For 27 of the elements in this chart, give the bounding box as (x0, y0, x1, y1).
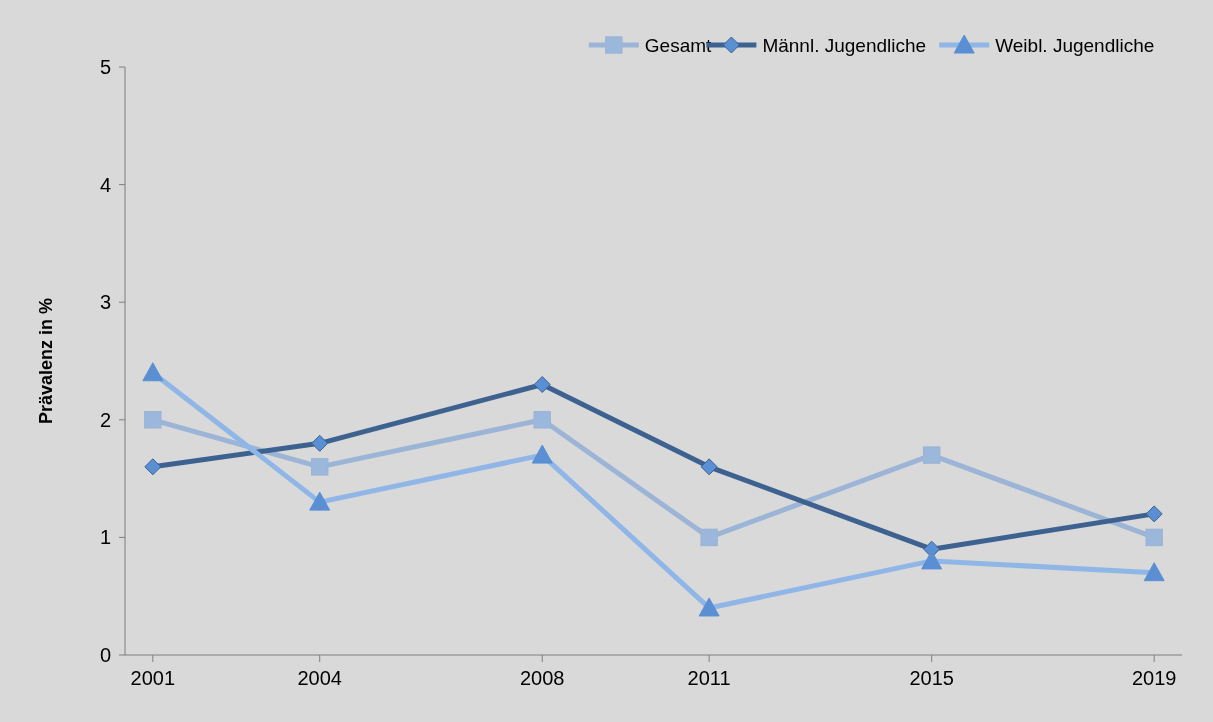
point (533, 376, 551, 394)
point (311, 434, 329, 452)
y-axis-title: Prävalenz in % (36, 297, 56, 425)
legend-label: Gesamt (644, 34, 713, 56)
point (144, 411, 162, 429)
y-tick-label: 4 (99, 173, 111, 196)
x-tick-label: 2008 (519, 667, 565, 689)
point (310, 458, 329, 476)
point (700, 458, 718, 476)
x-tick-label: 2019 (1131, 667, 1177, 689)
point (700, 528, 718, 547)
point (533, 411, 551, 429)
y-tick-label: 2 (99, 408, 111, 431)
x-tick-label: 2011 (687, 667, 731, 689)
point (922, 446, 941, 464)
y-tick-label: 5 (99, 56, 111, 78)
y-tick-label: 1 (99, 526, 111, 549)
x-tick-label: 2004 (297, 667, 342, 689)
x-tick-label: 2015 (909, 667, 954, 689)
point (1145, 528, 1163, 547)
legend-label: Männl. Jugendliche (762, 34, 927, 56)
y-tick-label: 3 (99, 291, 111, 314)
x-tick-label: 2001 (130, 667, 176, 689)
point (1145, 505, 1163, 523)
y-tick-label: 0 (99, 644, 111, 666)
legend-label: Weibl. Jugendliche (995, 34, 1155, 56)
point (144, 458, 162, 476)
